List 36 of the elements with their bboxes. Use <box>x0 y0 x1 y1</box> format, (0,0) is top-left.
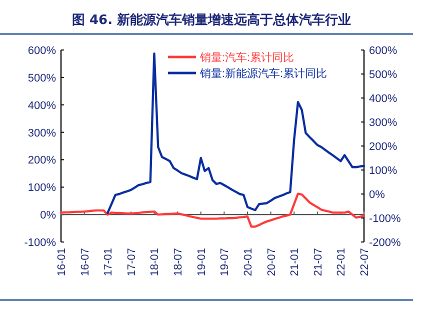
chart-title: 图 46. 新能源汽车销量增速远高于总体汽车行业 <box>72 12 352 28</box>
x-tick-label: 19-07 <box>219 248 232 276</box>
y2-tick-label: 400% <box>369 93 398 105</box>
y-tick-label: 400% <box>28 100 56 112</box>
x-tick-label: 16-01 <box>56 248 68 276</box>
x-tick-label: 18-07 <box>172 248 185 276</box>
y2-tick-label: 300% <box>369 117 398 129</box>
y2-tick-label: 500% <box>369 69 398 81</box>
y-tick-label: 200% <box>28 154 56 167</box>
x-tick-label: 17-01 <box>102 248 115 276</box>
x-tick-label: 18-01 <box>149 248 162 276</box>
y2-tick-label: 200% <box>369 141 398 153</box>
y2-tick-label: 600% <box>369 45 398 57</box>
y2-tick-label: -100% <box>369 213 402 225</box>
y-tick-label: 0% <box>40 210 56 222</box>
y-tick-label: 100% <box>28 182 56 194</box>
x-tick-label: 21-01 <box>289 248 302 276</box>
line-series <box>60 192 366 228</box>
x-tick-label: 20-01 <box>242 248 254 276</box>
y2-tick-label: -200% <box>369 237 402 249</box>
line-series <box>106 52 366 214</box>
x-tick-label: 21-07 <box>312 248 324 276</box>
x-tick-label: 20-07 <box>266 248 278 276</box>
legend-label: 销量:汽车:累计同比 <box>199 51 294 64</box>
y-tick-label: 300% <box>28 127 56 140</box>
legend-label: 销量:新能源汽车:累计同比 <box>199 67 328 80</box>
y-tick-label: 500% <box>28 72 56 84</box>
x-tick-label: 16-07 <box>79 248 92 276</box>
y2-tick-label: 0% <box>369 189 386 201</box>
x-tick-label: 22-01 <box>336 248 348 276</box>
x-tick-label: 22-07 <box>359 248 371 276</box>
x-tick-label: 19-01 <box>196 248 208 276</box>
y-tick-label: 600% <box>28 45 56 57</box>
y2-tick-label: 100% <box>369 165 398 177</box>
y-tick-label: -100% <box>24 237 56 249</box>
x-tick-label: 17-07 <box>126 248 138 276</box>
